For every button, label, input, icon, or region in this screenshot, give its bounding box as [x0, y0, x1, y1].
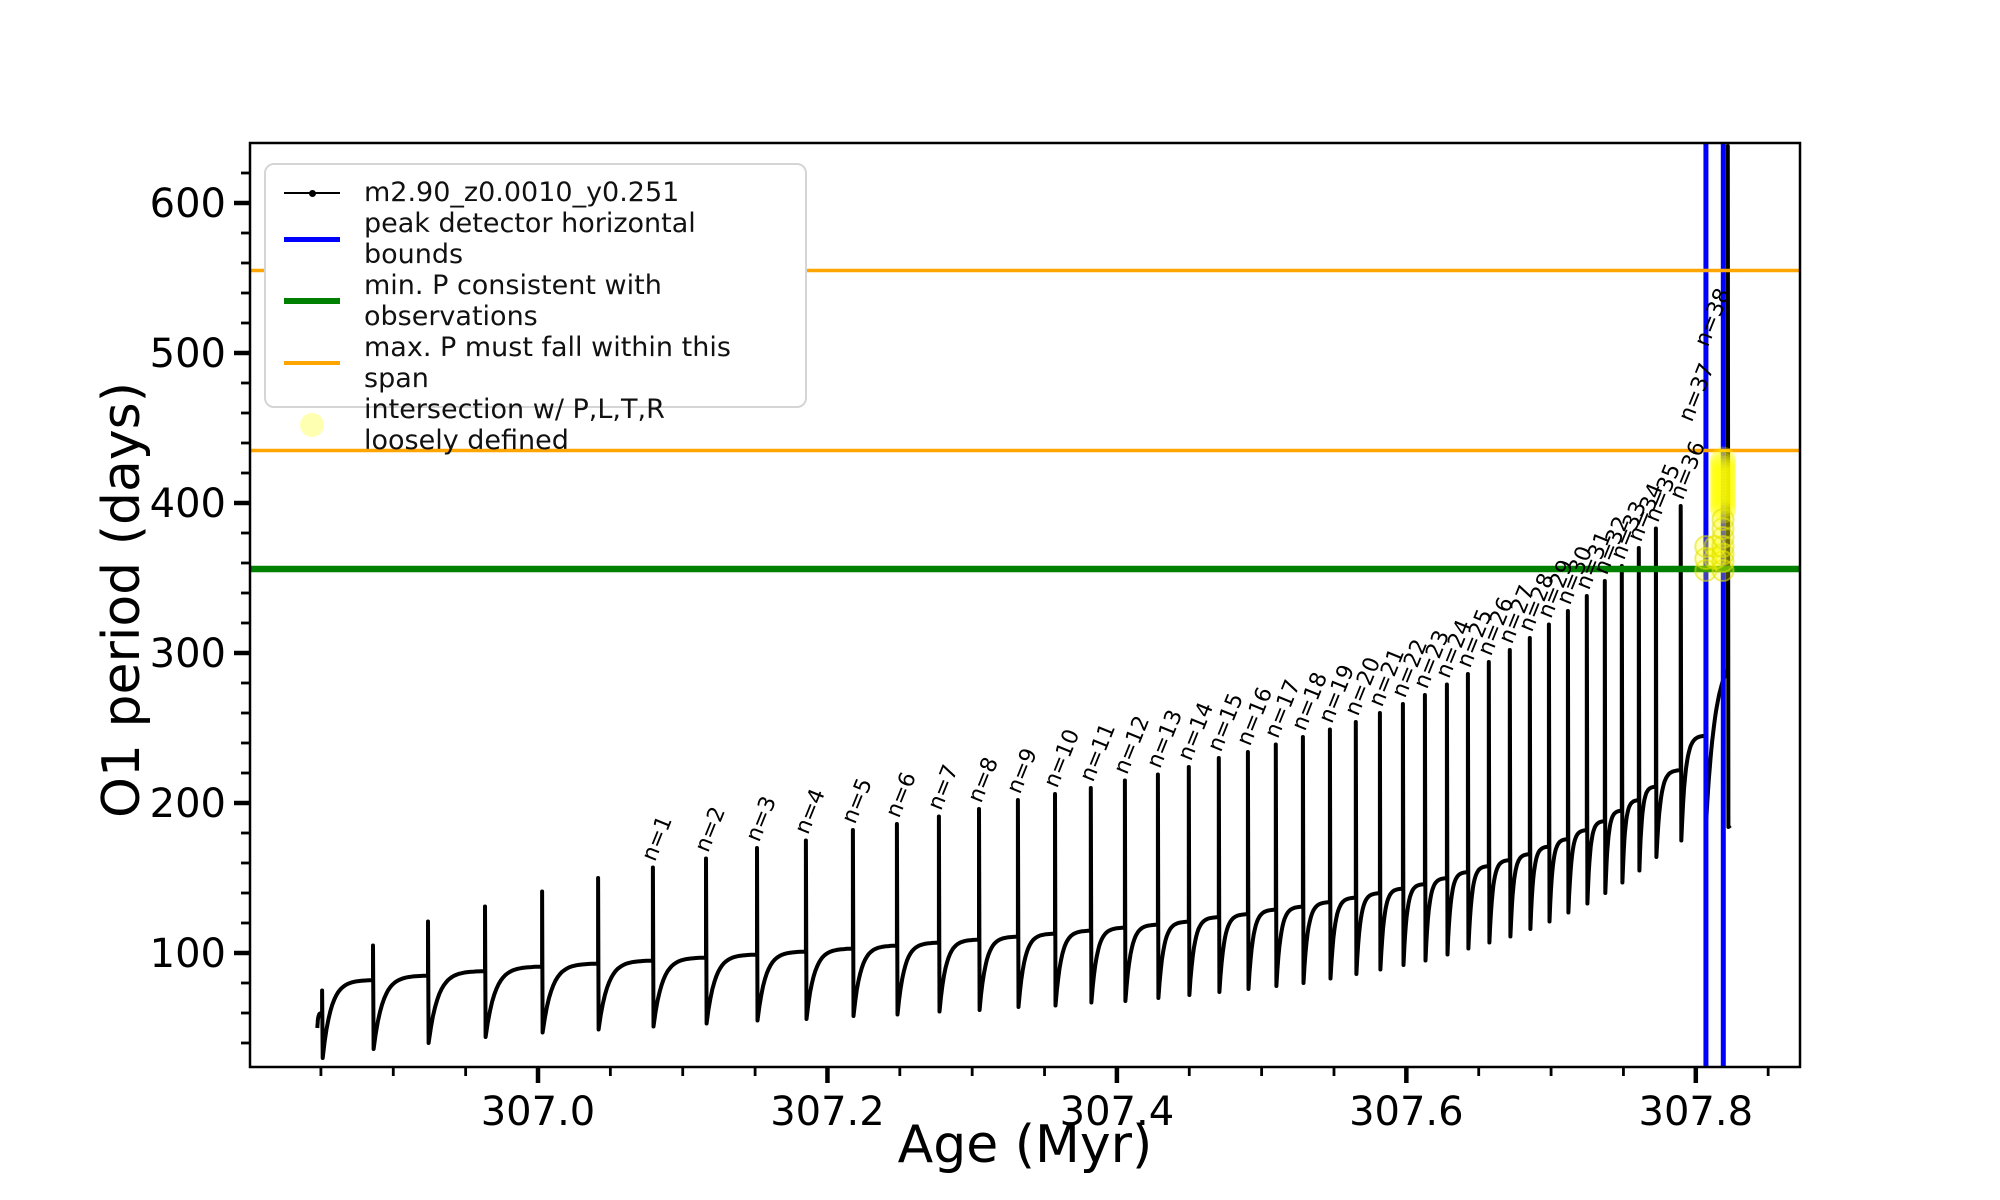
legend-label-min-p: min. P consistent with observations [364, 270, 662, 333]
y-tick-label-400: 400 [150, 481, 226, 527]
y-tick-label-200: 200 [150, 781, 226, 827]
peak-label-n=11: n=11 [1075, 720, 1121, 785]
series-line-icon [284, 190, 340, 198]
legend-label-max-p: max. P must fall within this span [364, 332, 731, 395]
yellow-circle-icon [284, 413, 340, 438]
peak-label-n=7: n=7 [923, 761, 964, 813]
legend-label-peak-bounds: peak detector horizontal bounds [364, 208, 696, 271]
peak-label-n=4: n=4 [790, 785, 831, 837]
peak-label-n=6: n=6 [881, 769, 922, 821]
legend-label-intersection-line1: intersection w/ P,L,T,R [364, 394, 665, 426]
x-tick-label-307.0: 307.0 [481, 1089, 596, 1135]
peak-label-n=2: n=2 [690, 803, 731, 855]
y-tick-label-300: 300 [150, 631, 226, 677]
legend-label-series: m2.90_z0.0010_y0.251 [364, 177, 680, 208]
blue-line-icon [284, 236, 340, 242]
peak-label-n=8: n=8 [963, 754, 1004, 806]
x-tick-label-307.4: 307.4 [1060, 1089, 1175, 1135]
legend-item-series: m2.90_z0.0010_y0.251 [284, 177, 787, 208]
axis-ticks [234, 171, 1770, 1083]
legend-item-max-p: max. P must fall within this span [284, 332, 787, 394]
peak-label-n=5: n=5 [837, 775, 878, 827]
y-axis-label: O1 period (days) [92, 381, 152, 819]
peak-label-n=10: n=10 [1039, 726, 1085, 791]
legend-item-intersection: intersection w/ P,L,T,R loosely defined [284, 394, 787, 456]
x-axis-label: Age (Myr) [897, 1115, 1153, 1175]
x-tick-label-307.2: 307.2 [770, 1089, 885, 1135]
legend-label-intersection: intersection w/ P,L,T,R loosely defined [364, 394, 665, 456]
legend-item-peak-bounds: peak detector horizontal bounds [284, 208, 787, 270]
legend-label-intersection-line2: loosely defined [364, 425, 569, 457]
y-tick-label-600: 600 [150, 181, 226, 227]
tick-labels: 307.0 307.2 307.4 307.6 307.8 100 200 300 400 500… [150, 181, 1753, 1135]
peak-label-n=12: n=12 [1109, 712, 1155, 777]
intersection-markers [1694, 446, 1737, 582]
green-line-icon [284, 298, 340, 305]
y-tick-label-100: 100 [150, 931, 226, 977]
series-path [315, 144, 1732, 1060]
legend: m2.90_z0.0010_y0.251 peak detector horiz… [264, 163, 807, 456]
axes-frame [248, 141, 1802, 1069]
legend-item-min-p: min. P consistent with observations [284, 270, 787, 332]
x-tick-label-307.6: 307.6 [1349, 1089, 1464, 1135]
peak-label-n=1: n=1 [637, 812, 678, 864]
x-tick-label-307.8: 307.8 [1639, 1089, 1754, 1135]
y-tick-label-500: 500 [150, 331, 226, 377]
peak-label-n=37: n=37 [1674, 360, 1720, 425]
orange-line-icon [284, 361, 340, 366]
peak-label-n=3: n=3 [741, 793, 782, 845]
peak-label-n=9: n=9 [1002, 745, 1043, 797]
